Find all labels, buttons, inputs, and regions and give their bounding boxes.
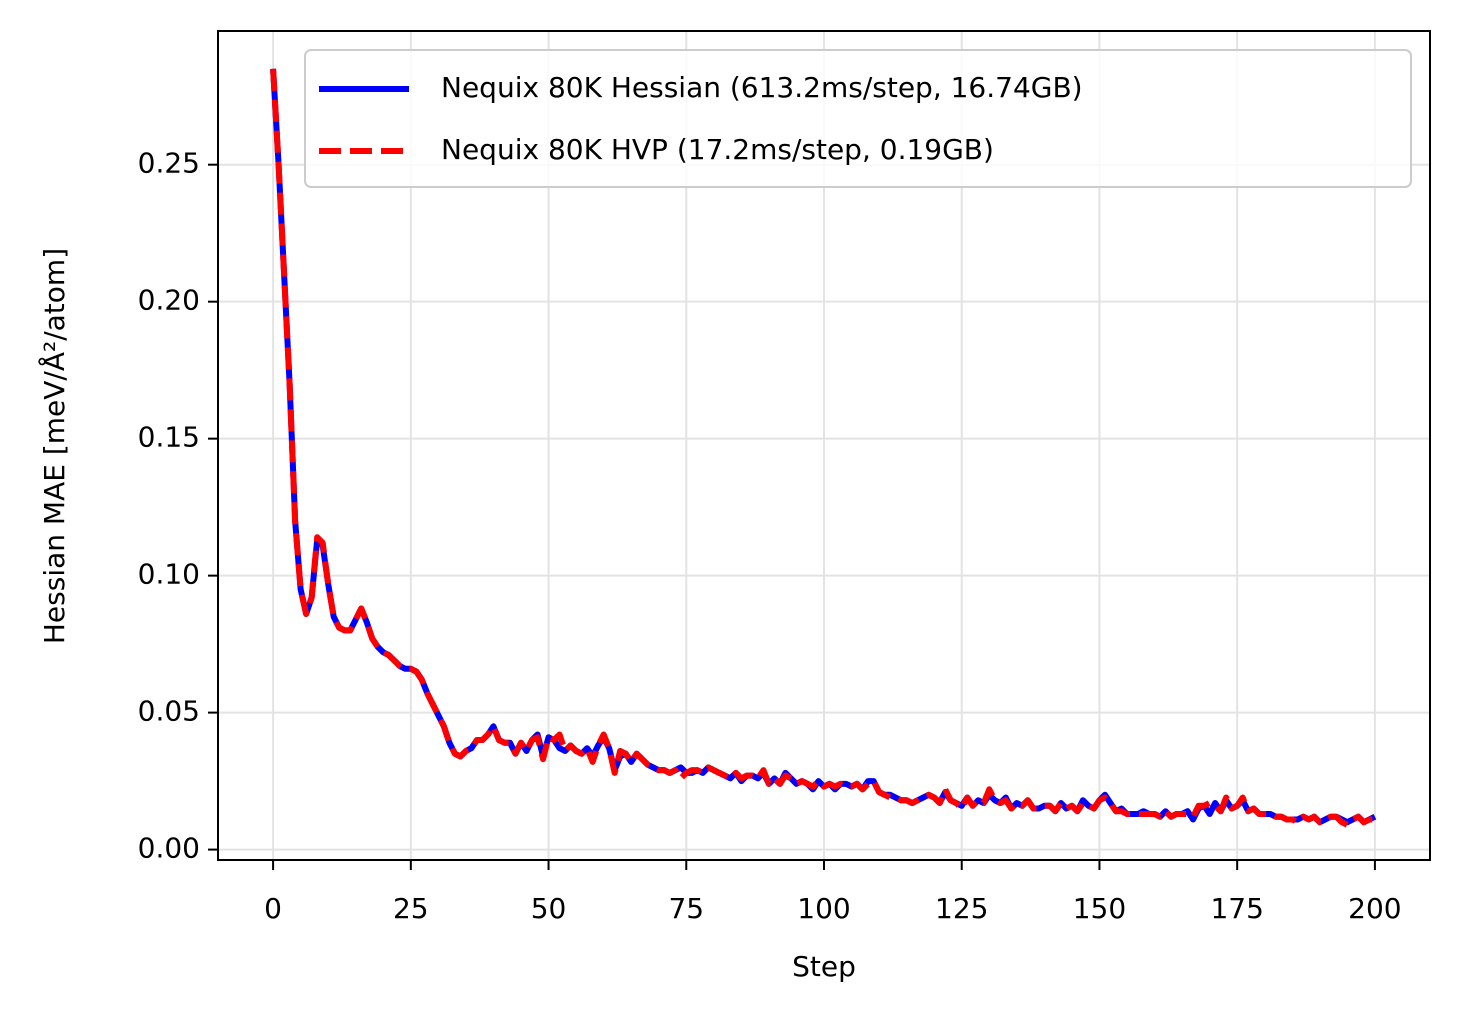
x-tick-label: 0 xyxy=(264,892,282,925)
x-tick-label: 200 xyxy=(1348,892,1401,925)
plot-frame xyxy=(217,30,1431,861)
legend-label: Nequix 80K HVP (17.2ms/step, 0.19GB) xyxy=(441,133,994,166)
x-tick-label: 150 xyxy=(1073,892,1126,925)
x-axis-label: Step xyxy=(792,950,856,983)
y-tick-label: 0.00 xyxy=(138,832,200,865)
y-tick-label: 0.05 xyxy=(138,695,200,728)
y-tick-label: 0.15 xyxy=(138,421,200,454)
x-tick-label: 125 xyxy=(935,892,988,925)
series-line xyxy=(270,68,1375,828)
legend-box xyxy=(304,49,1412,188)
y-tick-label: 0.10 xyxy=(138,558,200,591)
y-tick-label: 0.25 xyxy=(138,147,200,180)
x-tick-label: 50 xyxy=(531,892,567,925)
legend-label: Nequix 80K Hessian (613.2ms/step, 16.74G… xyxy=(441,71,1083,104)
x-tick-label: 175 xyxy=(1210,892,1263,925)
y-axis-label: Hessian MAE [meV/Å²/atom] xyxy=(37,248,71,644)
x-tick-label: 100 xyxy=(797,892,850,925)
x-tick-label: 75 xyxy=(668,892,704,925)
x-tick-label: 25 xyxy=(393,892,429,925)
y-tick-label: 0.20 xyxy=(138,284,200,317)
